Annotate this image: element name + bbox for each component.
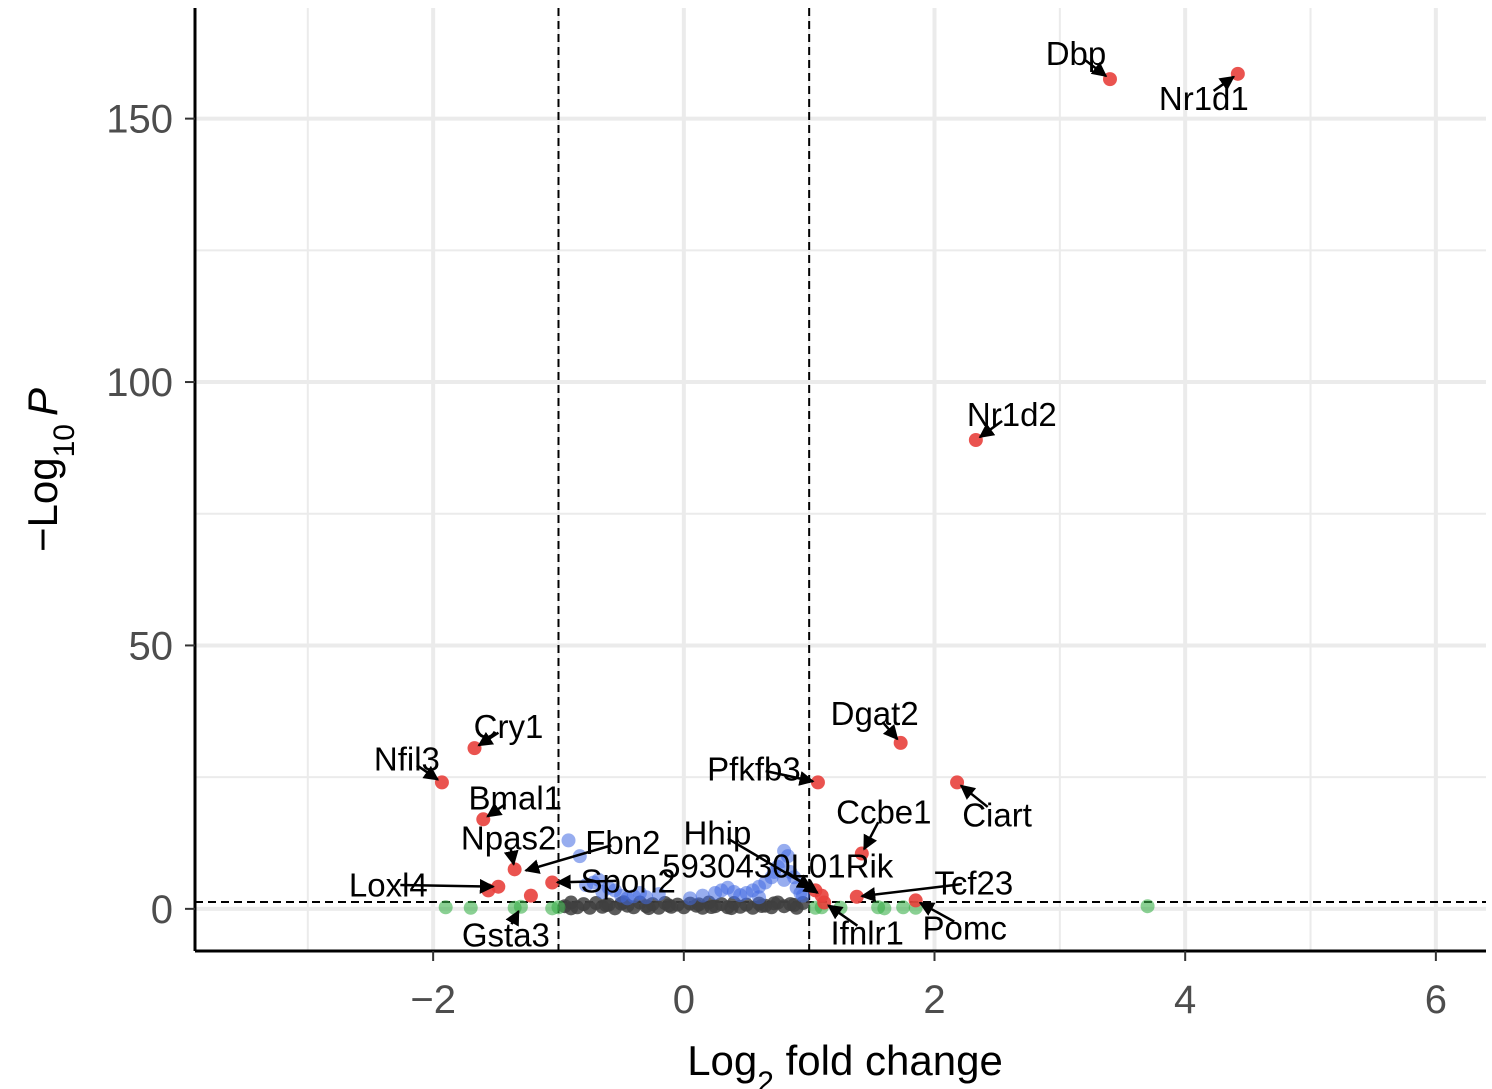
point-p [595,884,610,899]
y-tick-label: 100 [106,361,173,405]
gene-label: Gsta3 [462,917,550,954]
gene-label: Dbp [1046,35,1107,72]
label-connector [978,420,1003,439]
point-log2fc [513,899,528,914]
gene-label: Npas2 [461,819,556,856]
label-connectors [400,59,1235,927]
point-p_and_log2fc [545,875,560,890]
x-tick-label: 6 [1425,978,1447,1022]
point-log2fc [896,900,911,915]
point-p_and_log2fc [814,888,829,903]
x-tick-label: 4 [1174,978,1196,1022]
x-axis-title-sub: 2 [757,1066,774,1089]
label-connector [400,878,495,894]
point-log2fc [551,900,566,915]
data-points [434,66,1245,916]
label-connector [881,721,899,741]
gene-label: Pomc [923,909,1007,946]
gene-label: Dgat2 [831,695,919,732]
y-axis-title: −Log10 P [19,388,81,552]
x-axis-title-pre: Log [687,1037,757,1084]
point-p [626,889,641,904]
gene-label: Cry1 [474,708,544,745]
y-axis-title-sub: 10 [48,424,81,457]
point-p [777,872,792,887]
gene-label: Ciart [962,796,1032,833]
y-axis-title-pre: −Log [19,457,66,552]
point-log2fc [438,900,453,915]
x-axis-title: Log2 fold change [687,1037,1003,1089]
y-tick-label: 0 [151,888,173,932]
gene-label: Pfkfb3 [707,750,801,787]
x-tick-label: 2 [923,978,945,1022]
gene-label: Nr1d2 [967,396,1057,433]
label-connector [555,874,617,890]
label-connector [486,802,507,818]
point-ns [599,898,614,913]
gene-label: Nfil3 [374,740,440,777]
point-p [639,890,654,905]
label-connector [505,909,520,927]
label-connector [827,904,859,927]
point-ns [767,896,782,911]
label-connector [959,784,989,808]
label-connector [860,882,963,902]
label-connector [477,731,500,747]
label-connector [765,769,815,786]
point-ns [704,900,719,915]
x-tick-label: 0 [673,978,695,1022]
point-p_and_log2fc [434,775,449,790]
point-p [752,890,767,905]
point-p [683,891,698,906]
point-ns [787,897,802,912]
label-connector [503,848,519,866]
label-connector [918,901,955,923]
y-tick-label: 150 [106,98,173,142]
gene-label: Nr1d1 [1159,80,1249,117]
gene-label: Spon2 [580,863,675,900]
point-p [795,888,810,903]
gene-label: Fbn2 [585,824,660,861]
label-connector [863,821,880,851]
x-tick-label: −2 [410,978,456,1022]
point-p_and_log2fc [810,775,825,790]
point-p [695,888,710,903]
point-p_and_log2fc [523,888,538,903]
tick-labels: −2 0 2 4 6 0 50 100 150 [106,98,1447,1022]
point-p [561,833,576,848]
x-axis-title-post: fold change [774,1037,1003,1084]
point-ns [564,901,579,916]
point-log2fc [1140,899,1155,914]
gene-label: Tcf23 [934,865,1013,902]
gene-label: Hhip [683,814,751,851]
point-p [591,872,606,887]
gene-label: Loxl4 [349,867,428,904]
point-log2fc [463,900,478,915]
gene-label: Ifnlr1 [831,915,904,952]
point-ns [724,901,739,916]
point-p [651,887,666,902]
label-connector [1212,75,1235,92]
label-connector [786,871,819,894]
label-connector [416,764,440,781]
axes [193,8,1486,953]
point-log2fc [877,901,892,916]
gene-label: Ccbe1 [836,794,931,831]
label-connector [1084,59,1108,78]
point-ns [641,901,656,916]
gene-label: Bmal1 [469,779,563,816]
point-p [780,849,795,864]
threshold-lines [195,8,1486,951]
gene-label: 5930430L01Rik [662,848,894,885]
label-connector [524,844,612,874]
point-p_and_log2fc [849,889,864,904]
point-p_and_log2fc [908,893,923,908]
y-tick-label: 50 [129,624,174,668]
y-axis-title-post: P [19,388,66,416]
point-ns [661,898,676,913]
point-p_and_log2fc [507,862,522,877]
